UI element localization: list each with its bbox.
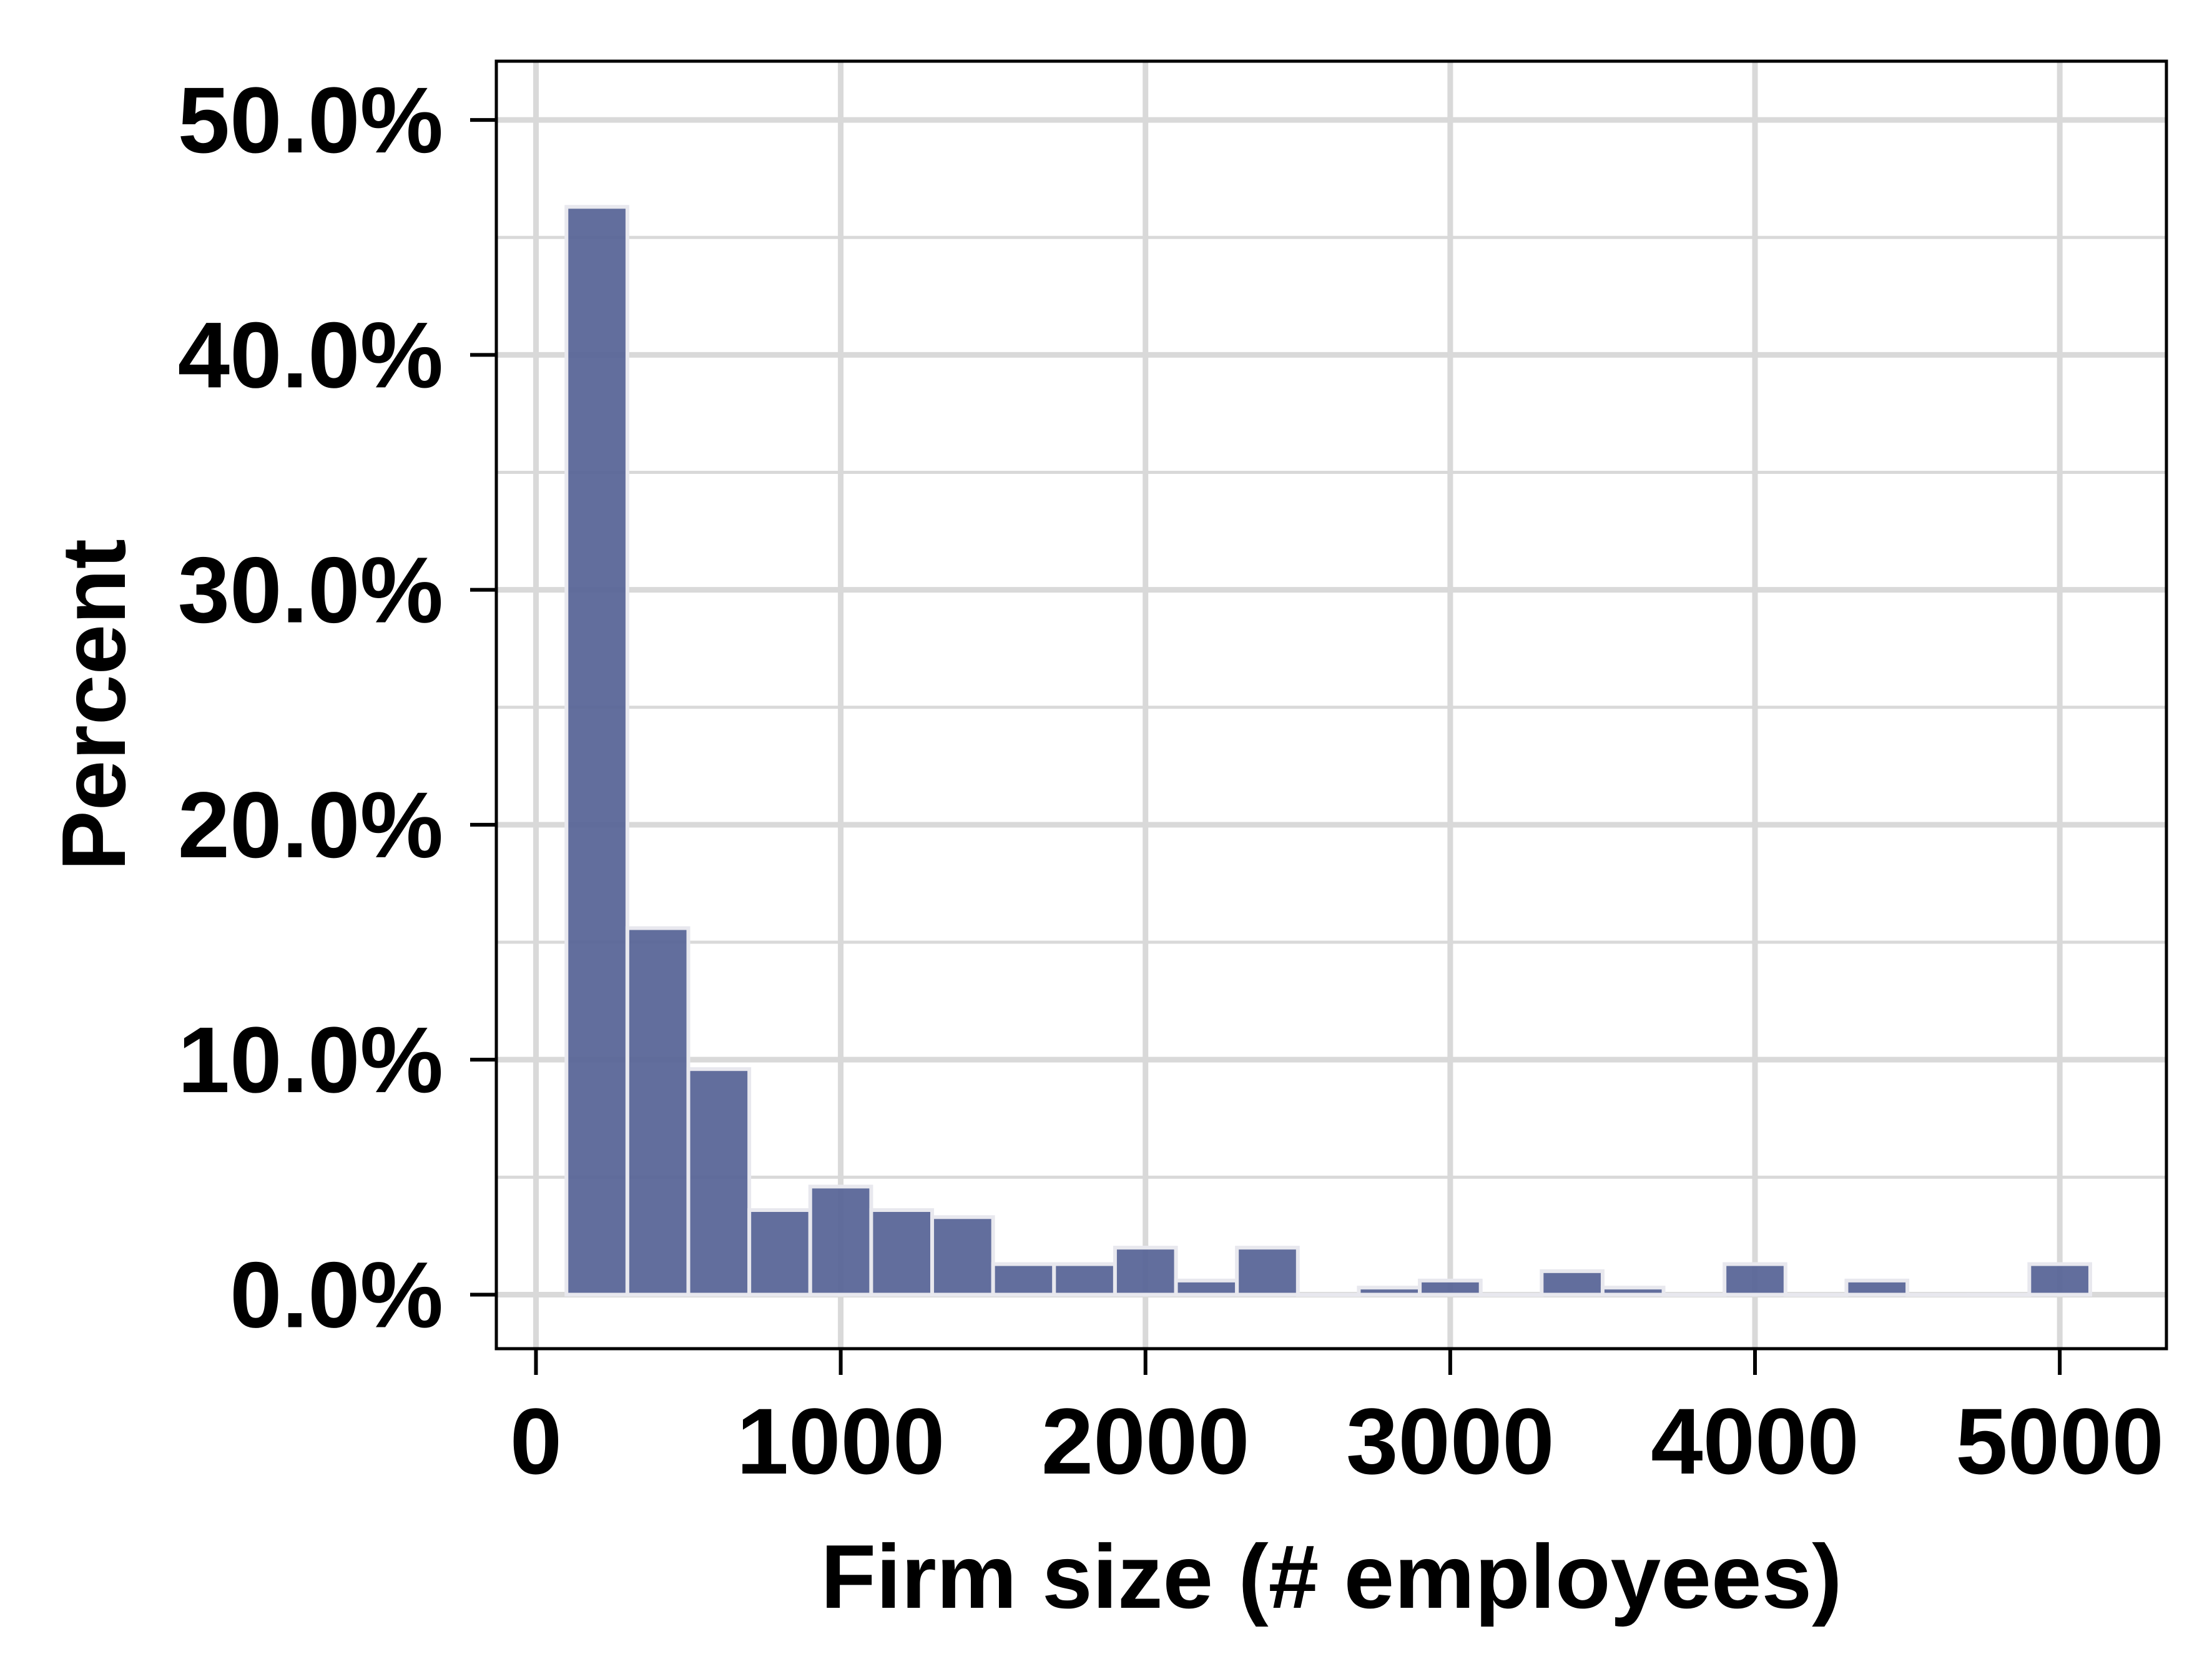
histogram-bar-17 (1540, 1269, 1605, 1297)
histogram-bar-5 (808, 1184, 873, 1297)
histogram-bar-7 (930, 1215, 995, 1297)
x-tick-label: 1000 (737, 1389, 945, 1494)
y-tick-label: 20.0% (178, 772, 443, 877)
x-axis-title: Firm size (# employees) (821, 1526, 1842, 1627)
y-axis-tick-labels: 0.0% 10.0% 20.0% 30.0% 40.0% 50.0% (178, 67, 443, 1347)
histogram-bar-13 (1295, 1292, 1361, 1297)
y-tick-label: 10.0% (178, 1007, 443, 1112)
histogram-bar-14 (1357, 1286, 1422, 1297)
y-tick-label: 0.0% (230, 1242, 443, 1347)
histogram-bar-21 (1783, 1292, 1849, 1297)
x-axis-tick-labels: 0 1000 2000 3000 4000 5000 (510, 1389, 2164, 1494)
grid (496, 61, 2166, 1349)
histogram-bar-24 (1966, 1292, 2032, 1297)
histogram-bar-20 (1723, 1262, 1787, 1297)
histogram-bar-19 (1661, 1292, 1727, 1297)
histogram-bar-4 (747, 1208, 812, 1297)
histogram-bar-12 (1235, 1246, 1300, 1297)
x-tick-label: 2000 (1041, 1389, 1250, 1494)
histogram-bar-15 (1418, 1278, 1483, 1297)
histogram-bar-2 (625, 926, 691, 1297)
y-tick-label: 50.0% (178, 67, 443, 172)
y-tick-label: 30.0% (178, 538, 443, 642)
x-tick-label: 4000 (1651, 1389, 1859, 1494)
y-axis-title: Percent (43, 539, 144, 871)
histogram-bar-23 (1905, 1292, 1970, 1297)
axis-ticks (470, 118, 2062, 1375)
histogram-bar-9 (1052, 1262, 1117, 1297)
x-tick-label: 3000 (1346, 1389, 1555, 1494)
plot-frame (494, 59, 2168, 1351)
histogram-bar-18 (1600, 1286, 1666, 1297)
histogram-bar-6 (869, 1208, 935, 1297)
histogram-bar-8 (991, 1262, 1056, 1297)
histogram-bar-11 (1174, 1278, 1239, 1297)
histogram-bar-22 (1844, 1278, 1910, 1297)
histogram-bars (564, 205, 2092, 1297)
histogram-bar-10 (1113, 1246, 1178, 1297)
x-tick-label: 5000 (1955, 1389, 2164, 1494)
histogram-bar-1 (564, 205, 629, 1297)
histogram-bar-25 (2027, 1262, 2092, 1297)
x-tick-label: 0 (510, 1389, 562, 1494)
histogram-bar-3 (686, 1067, 752, 1297)
y-tick-label: 40.0% (178, 302, 443, 407)
histogram-bar-16 (1478, 1292, 1544, 1297)
